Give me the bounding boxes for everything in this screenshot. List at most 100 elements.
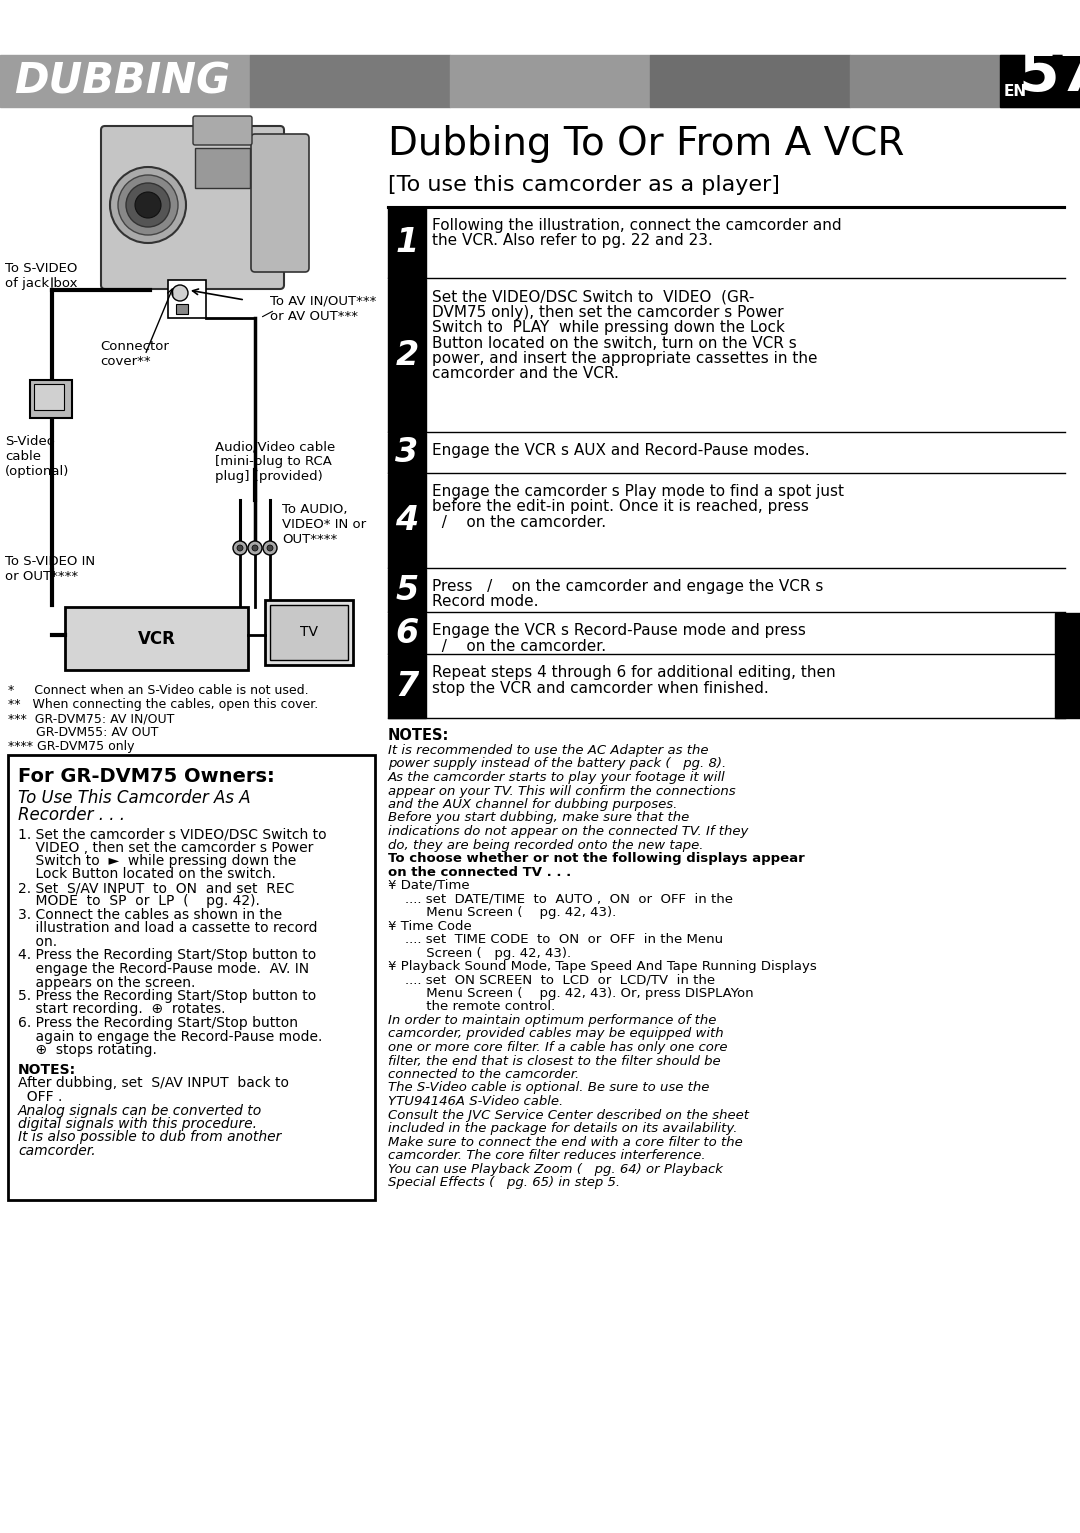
Bar [450, 55, 650, 107]
Bar [1055, 613, 1080, 717]
Circle shape [118, 175, 178, 235]
Text: on the connected TV . . .: on the connected TV . . . [388, 866, 571, 878]
Circle shape [264, 541, 276, 555]
Text: DVM75 only), then set the camcorder s Power: DVM75 only), then set the camcorder s Po… [432, 305, 784, 319]
Text: 4. Press the Recording Start/Stop button to: 4. Press the Recording Start/Stop button… [18, 949, 316, 963]
Bar [8, 754, 375, 1200]
Text: and the AUX channel for dubbing purposes.: and the AUX channel for dubbing purposes… [388, 799, 677, 811]
Text: 57: 57 [1018, 46, 1080, 103]
Text: NOTES:: NOTES: [18, 1062, 76, 1076]
Text: indications do not appear on the connected TV. If they: indications do not appear on the connect… [388, 825, 748, 839]
Text: 4: 4 [395, 504, 419, 538]
Bar [1000, 55, 1080, 107]
Bar [65, 607, 248, 670]
Text: 6. Press the Recording Start/Stop button: 6. Press the Recording Start/Stop button [18, 1016, 298, 1030]
Text: do, they are being recorded onto the new tape.: do, they are being recorded onto the new… [388, 839, 703, 851]
Text: the VCR. Also refer to pg. 22 and 23.: the VCR. Also refer to pg. 22 and 23. [432, 233, 713, 248]
Text: digital signals with this procedure.: digital signals with this procedure. [18, 1118, 257, 1131]
Text: GR-DVM55: AV OUT: GR-DVM55: AV OUT [8, 727, 159, 739]
Text: ⊕  stops rotating.: ⊕ stops rotating. [18, 1042, 157, 1056]
Text: Engage the VCR s Record-Pause mode and press: Engage the VCR s Record-Pause mode and p… [432, 622, 806, 638]
Text: Menu Screen (    pg. 42, 43). Or, press DISPLAYon: Menu Screen ( pg. 42, 43). Or, press DIS… [388, 987, 754, 1000]
Text: the remote control.: the remote control. [388, 1001, 555, 1013]
Text: camcorder, provided cables may be equipped with: camcorder, provided cables may be equipp… [388, 1027, 724, 1041]
Text: To S-VIDEO
of jack box: To S-VIDEO of jack box [5, 262, 78, 290]
Text: Consult the JVC Service Center described on the sheet: Consult the JVC Service Center described… [388, 1108, 750, 1122]
Circle shape [252, 546, 258, 550]
Circle shape [237, 546, 243, 550]
Text: You can use Playback Zoom (   pg. 64) or Playback: You can use Playback Zoom ( pg. 64) or P… [388, 1162, 723, 1176]
Text: 3. Connect the cables as shown in the: 3. Connect the cables as shown in the [18, 908, 282, 921]
FancyBboxPatch shape [102, 126, 284, 290]
Text: The S-Video cable is optional. Be sure to use the: The S-Video cable is optional. Be sure t… [388, 1081, 710, 1095]
Text: 7: 7 [395, 670, 419, 704]
Text: Press   /    on the camcorder and engage the VCR s: Press / on the camcorder and engage the … [432, 579, 823, 593]
Text: VCR: VCR [137, 630, 175, 647]
Text: start recording.  ⊕  rotates.: start recording. ⊕ rotates. [18, 1003, 226, 1016]
Text: To Use This Camcorder As A: To Use This Camcorder As A [18, 789, 251, 806]
Text: power supply instead of the battery pack (   pg. 8).: power supply instead of the battery pack… [388, 757, 726, 771]
Text: NOTES:: NOTES: [388, 728, 449, 744]
Text: YTU94146A S-Video cable.: YTU94146A S-Video cable. [388, 1095, 564, 1108]
Text: Special Effects (   pg. 65) in step 5.: Special Effects ( pg. 65) in step 5. [388, 1176, 620, 1190]
Bar [249, 55, 450, 107]
Text: camcorder.: camcorder. [18, 1144, 96, 1157]
Text: 1. Set the camcorder s VIDEO/DSC Switch to: 1. Set the camcorder s VIDEO/DSC Switch … [18, 826, 326, 842]
Bar [650, 55, 850, 107]
Text: 2: 2 [395, 339, 419, 373]
Text: 5. Press the Recording Start/Stop button to: 5. Press the Recording Start/Stop button… [18, 989, 316, 1003]
Circle shape [248, 541, 262, 555]
Text: /    on the camcorder.: / on the camcorder. [432, 515, 606, 530]
Bar [33, 383, 64, 409]
Text: [To use this camcorder as a player]: [To use this camcorder as a player] [388, 175, 780, 195]
Bar [388, 569, 426, 612]
Text: Before you start dubbing, make sure that the: Before you start dubbing, make sure that… [388, 811, 689, 825]
Text: 5: 5 [395, 573, 419, 607]
Text: power, and insert the appropriate cassettes in the: power, and insert the appropriate casset… [432, 351, 818, 366]
Text: Record mode.: Record mode. [432, 595, 539, 610]
Text: .... set  DATE/TIME  to  AUTO ,  ON  or  OFF  in the: .... set DATE/TIME to AUTO , ON or OFF i… [388, 892, 733, 906]
Circle shape [110, 167, 186, 244]
Text: Audio/Video cable
[mini-plug to RCA
plug] (provided): Audio/Video cable [mini-plug to RCA plug… [215, 440, 335, 483]
Text: Dubbing To Or From A VCR: Dubbing To Or From A VCR [388, 126, 904, 162]
Bar [388, 279, 426, 432]
Text: Recorder . . .: Recorder . . . [18, 806, 125, 825]
Text: camcorder. The core filter reduces interference.: camcorder. The core filter reduces inter… [388, 1150, 705, 1162]
Bar [388, 432, 426, 474]
Text: Set the VIDEO/DSC Switch to  VIDEO  (GR-: Set the VIDEO/DSC Switch to VIDEO (GR- [432, 290, 754, 304]
Bar [176, 304, 188, 314]
Bar [195, 149, 249, 189]
Text: appear on your TV. This will confirm the connections: appear on your TV. This will confirm the… [388, 785, 735, 797]
FancyBboxPatch shape [251, 133, 309, 271]
Text: included in the package for details on its availability.: included in the package for details on i… [388, 1122, 738, 1134]
Text: Switch to  PLAY  while pressing down the Lock: Switch to PLAY while pressing down the L… [432, 320, 785, 336]
Text: Lock Button located on the switch.: Lock Button located on the switch. [18, 868, 275, 881]
Bar [388, 474, 426, 569]
Text: To S-VIDEO IN
or OUT****: To S-VIDEO IN or OUT**** [5, 555, 95, 583]
Text: /    on the camcorder.: / on the camcorder. [432, 639, 606, 653]
FancyBboxPatch shape [193, 117, 252, 146]
Text: **   When connecting the cables, open this cover.: ** When connecting the cables, open this… [8, 698, 319, 711]
Text: Make sure to connect the end with a core filter to the: Make sure to connect the end with a core… [388, 1136, 743, 1148]
Circle shape [126, 182, 170, 227]
Bar [388, 208, 426, 277]
Text: It is recommended to use the AC Adapter as the: It is recommended to use the AC Adapter … [388, 744, 708, 757]
Text: 3: 3 [395, 437, 419, 469]
Text: Analog signals can be converted to: Analog signals can be converted to [18, 1104, 262, 1118]
Text: Switch to  ►  while pressing down the: Switch to ► while pressing down the [18, 854, 296, 868]
Circle shape [233, 541, 247, 555]
Text: For GR-DVM75 Owners:: For GR-DVM75 Owners: [18, 766, 274, 786]
Text: Following the illustration, connect the camcorder and: Following the illustration, connect the … [432, 218, 841, 233]
Text: 6: 6 [395, 616, 419, 650]
Text: Button located on the switch, turn on the VCR s: Button located on the switch, turn on th… [432, 336, 797, 351]
Text: *     Connect when an S-Video cable is not used.: * Connect when an S-Video cable is not u… [8, 684, 309, 698]
Text: To AV IN/OUT***
or AV OUT***: To AV IN/OUT*** or AV OUT*** [270, 294, 376, 323]
Text: filter, the end that is closest to the filter should be: filter, the end that is closest to the f… [388, 1055, 720, 1067]
Text: 1: 1 [395, 227, 419, 259]
Text: illustration and load a cassette to record: illustration and load a cassette to reco… [18, 921, 318, 935]
Text: 2. Set  S/AV INPUT  to  ON  and set  REC: 2. Set S/AV INPUT to ON and set REC [18, 881, 295, 895]
Bar [0, 55, 249, 107]
Bar [270, 606, 348, 661]
Text: Repeat steps 4 through 6 for additional editing, then: Repeat steps 4 through 6 for additional … [432, 665, 836, 681]
Text: Engage the VCR s AUX and Record-Pause modes.: Engage the VCR s AUX and Record-Pause mo… [432, 443, 810, 458]
